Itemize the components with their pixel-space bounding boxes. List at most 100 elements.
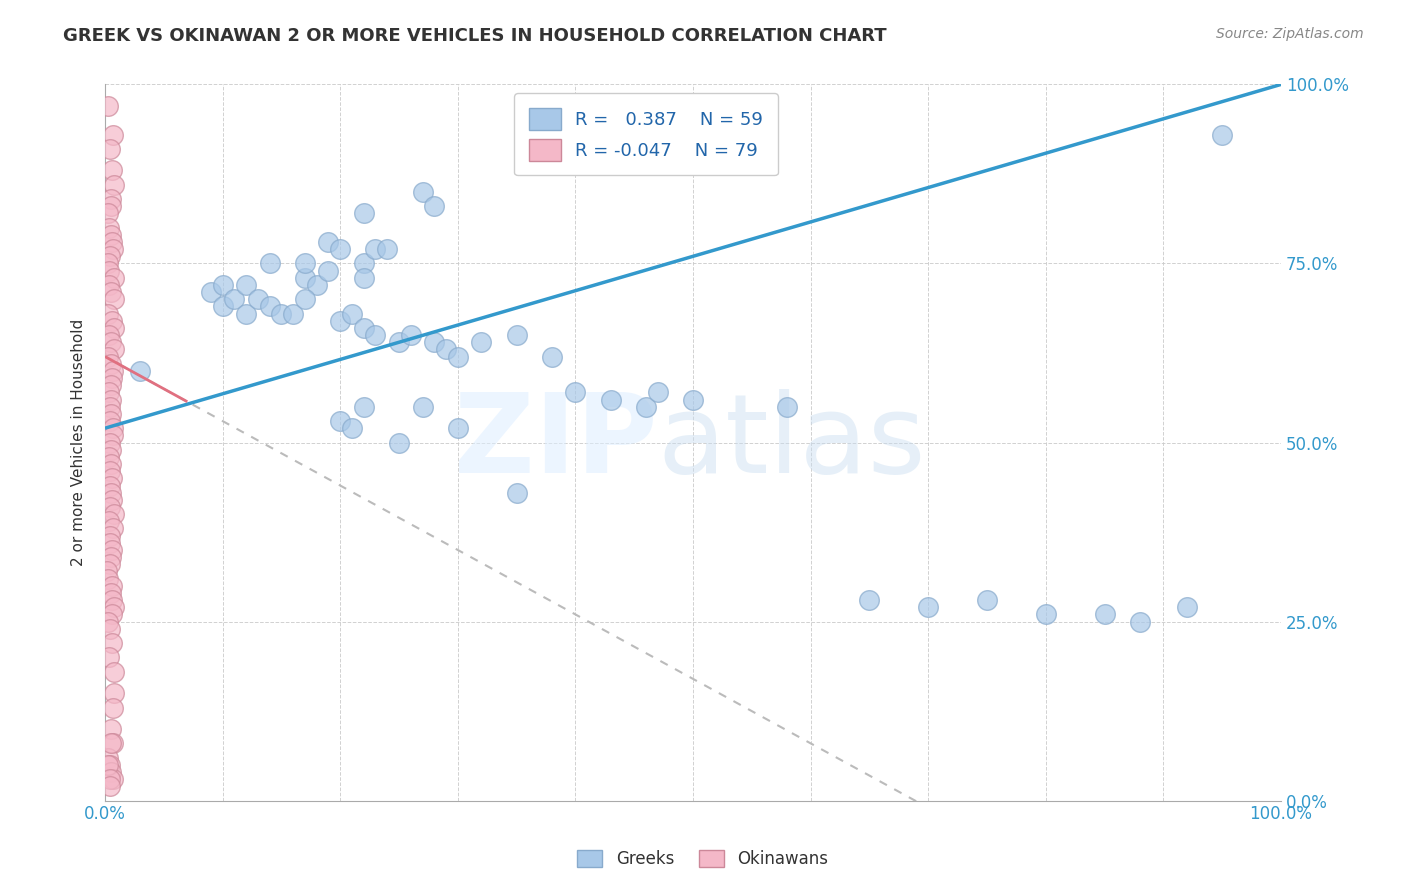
Text: Source: ZipAtlas.com: Source: ZipAtlas.com <box>1216 27 1364 41</box>
Point <box>103 736 125 750</box>
Point <box>97 350 120 364</box>
Point <box>318 235 340 249</box>
Point <box>101 242 124 256</box>
Point <box>98 263 121 277</box>
Point <box>98 414 121 428</box>
Point <box>294 256 316 270</box>
Point <box>100 227 122 242</box>
Point <box>101 371 124 385</box>
Point <box>103 178 125 192</box>
Point <box>98 450 121 464</box>
Point <box>103 343 125 357</box>
Point <box>100 199 122 213</box>
Point <box>101 521 124 535</box>
Point <box>505 328 527 343</box>
Point <box>100 335 122 350</box>
Point <box>100 550 122 565</box>
Point <box>98 249 121 263</box>
Point <box>329 242 352 256</box>
Point <box>101 364 124 378</box>
Point <box>353 270 375 285</box>
Point <box>259 256 281 270</box>
Point <box>1175 600 1198 615</box>
Point <box>470 335 492 350</box>
Point <box>100 392 122 407</box>
Point <box>100 485 122 500</box>
Point <box>1094 607 1116 622</box>
Point <box>103 293 125 307</box>
Point <box>98 650 121 665</box>
Point <box>97 750 120 764</box>
Point <box>101 543 124 558</box>
Point <box>97 256 120 270</box>
Point <box>100 192 122 206</box>
Point <box>100 764 122 779</box>
Point <box>388 335 411 350</box>
Point <box>101 607 124 622</box>
Point <box>96 565 118 579</box>
Point <box>353 256 375 270</box>
Point <box>97 615 120 629</box>
Point <box>98 558 121 572</box>
Point <box>98 528 121 542</box>
Point <box>318 263 340 277</box>
Text: GREEK VS OKINAWAN 2 OR MORE VEHICLES IN HOUSEHOLD CORRELATION CHART: GREEK VS OKINAWAN 2 OR MORE VEHICLES IN … <box>63 27 887 45</box>
Point <box>100 442 122 457</box>
Point <box>329 414 352 428</box>
Point <box>776 400 799 414</box>
Point <box>917 600 939 615</box>
Point <box>100 142 122 156</box>
Point <box>100 407 122 421</box>
Point <box>97 514 120 528</box>
Point <box>100 586 122 600</box>
Point <box>1035 607 1057 622</box>
Point <box>101 163 124 178</box>
Point <box>281 307 304 321</box>
Point <box>103 421 125 435</box>
Point <box>294 270 316 285</box>
Point <box>100 457 122 471</box>
Point <box>98 220 121 235</box>
Point <box>246 293 269 307</box>
Point <box>97 572 120 586</box>
Point <box>101 471 124 485</box>
Point <box>100 636 122 650</box>
Point <box>101 235 124 249</box>
Point <box>100 736 122 750</box>
Point <box>103 700 125 714</box>
Point <box>200 285 222 300</box>
Point <box>98 536 121 550</box>
Text: atlas: atlas <box>658 389 927 496</box>
Point <box>100 285 122 300</box>
Point <box>411 185 433 199</box>
Point <box>100 378 122 392</box>
Point <box>98 772 121 786</box>
Point <box>103 600 125 615</box>
Point <box>353 400 375 414</box>
Point <box>447 421 470 435</box>
Point <box>211 300 233 314</box>
Point <box>98 328 121 343</box>
Point <box>211 277 233 292</box>
Point <box>423 335 446 350</box>
Point <box>235 277 257 292</box>
Point <box>340 307 363 321</box>
Point <box>858 593 880 607</box>
Point <box>423 199 446 213</box>
Point <box>682 392 704 407</box>
Point <box>1129 615 1152 629</box>
Point <box>294 293 316 307</box>
Point <box>634 400 657 414</box>
Point <box>103 321 125 335</box>
Point <box>98 622 121 636</box>
Point <box>364 328 387 343</box>
Point <box>259 300 281 314</box>
Legend: Greeks, Okinawans: Greeks, Okinawans <box>571 843 835 875</box>
Point <box>101 772 124 786</box>
Point <box>447 350 470 364</box>
Point <box>599 392 621 407</box>
Point <box>375 242 398 256</box>
Point <box>340 421 363 435</box>
Point <box>100 722 122 736</box>
Point <box>505 485 527 500</box>
